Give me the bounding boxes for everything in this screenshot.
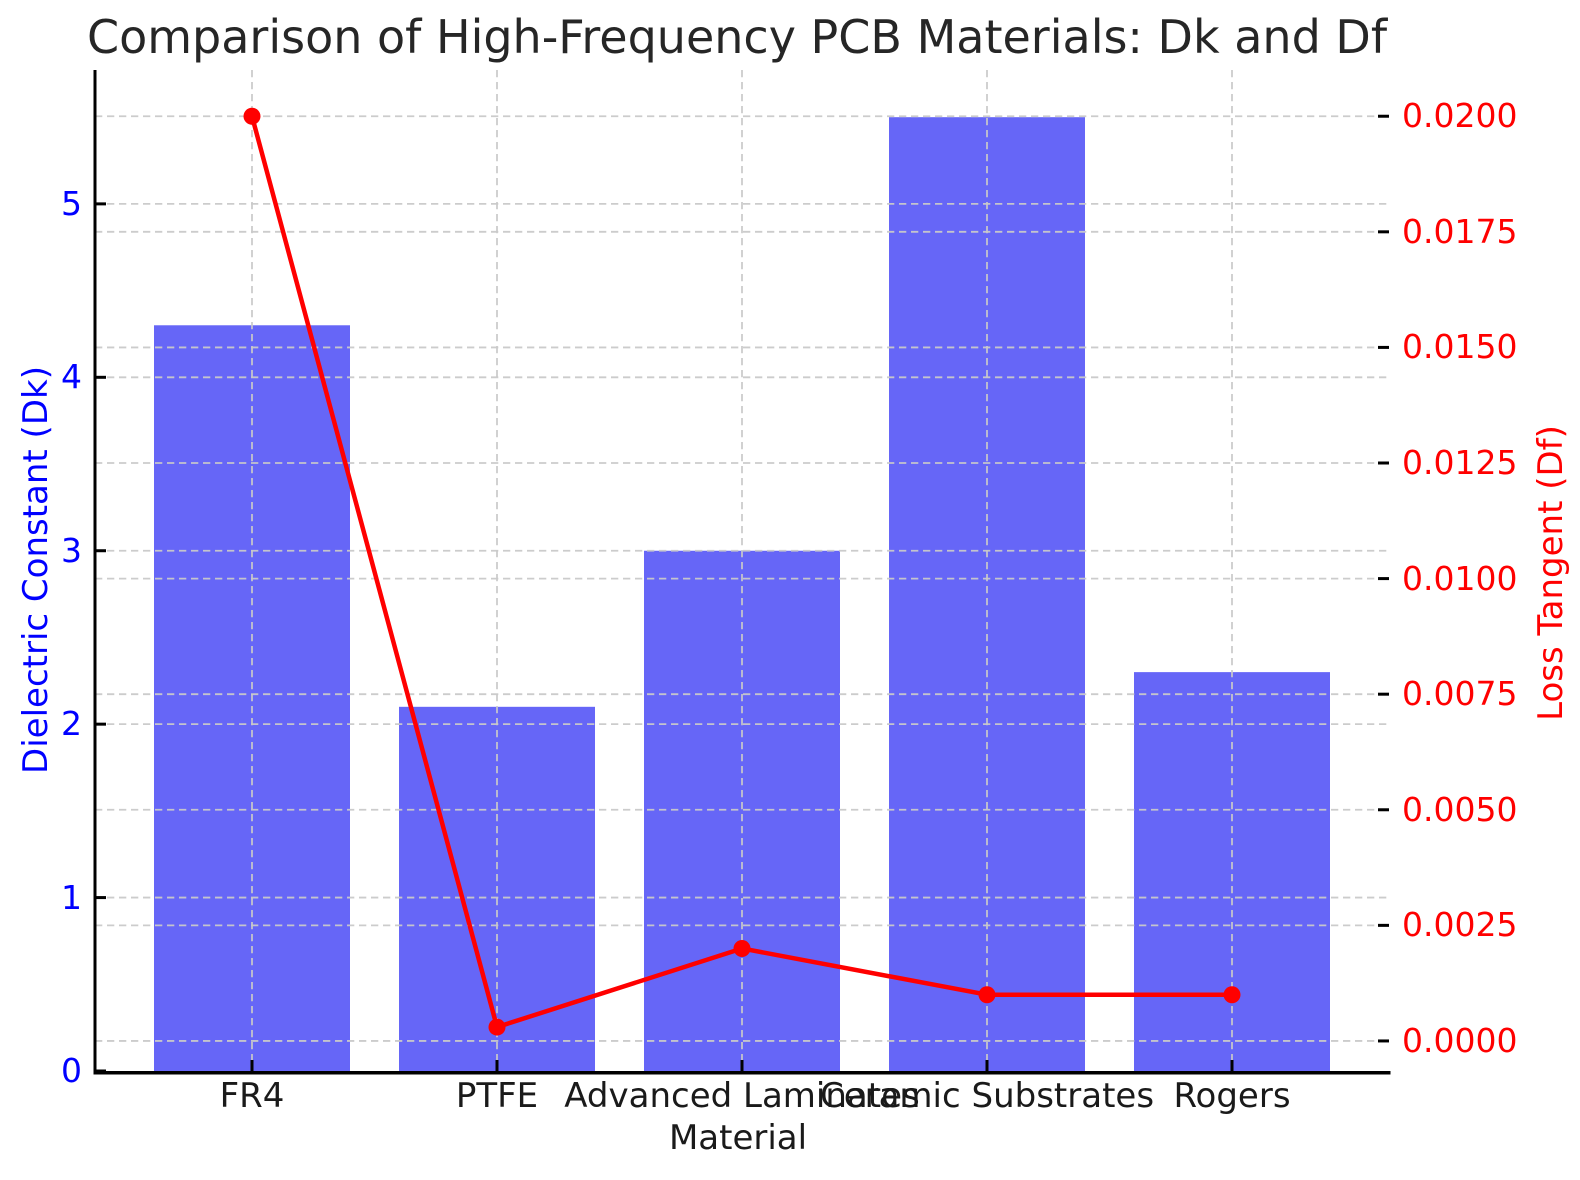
x-tick-label-rogers: Rogers <box>1173 1076 1291 1116</box>
data-point-advanced-laminates <box>733 939 751 957</box>
bar-rogers <box>1134 672 1330 1071</box>
y-right-tick-label-0.0150: 0.0150 <box>1402 327 1518 367</box>
y-right-tick-label-0.0075: 0.0075 <box>1402 674 1518 714</box>
y-right-tick-label-0.0100: 0.0100 <box>1402 558 1518 598</box>
data-point-ceramic-substrates <box>978 986 996 1004</box>
x-tick-label-ceramic-substrates: Ceramic Substrates <box>819 1076 1155 1116</box>
y-right-tick-label-0.0025: 0.0025 <box>1402 905 1518 945</box>
right-axis-title: Loss Tangent (Df) <box>1531 425 1571 721</box>
data-point-rogers <box>1223 986 1241 1004</box>
y-left-tick-label-2: 2 <box>61 704 82 744</box>
y-left-tick-label-1: 1 <box>61 877 82 917</box>
y-left-tick-label-3: 3 <box>61 530 82 570</box>
y-right-tick-label-0.0175: 0.0175 <box>1402 211 1518 251</box>
y-left-tick-label-4: 4 <box>61 357 82 397</box>
x-axis-title: Material <box>668 1118 808 1158</box>
y-right-tick-label-0.0125: 0.0125 <box>1402 443 1518 482</box>
y-left-tick-label-0: 0 <box>61 1051 82 1090</box>
y-right-tick-label-0.0050: 0.0050 <box>1402 789 1518 829</box>
x-tick-label-fr4: FR4 <box>219 1076 285 1116</box>
chart-title: Comparison of High-Frequency PCB Materia… <box>86 10 1388 64</box>
x-tick-label-ptfe: PTFE <box>455 1076 539 1116</box>
data-point-fr4 <box>243 107 261 125</box>
y-left-tick-label-5: 5 <box>61 183 82 223</box>
x-tick-label-advanced-laminates: Advanced Laminates <box>564 1076 920 1116</box>
data-point-ptfe <box>488 1018 506 1036</box>
y-right-tick-label-0.0200: 0.0200 <box>1402 96 1518 136</box>
y-right-tick-label-0.0000: 0.0000 <box>1402 1020 1518 1060</box>
